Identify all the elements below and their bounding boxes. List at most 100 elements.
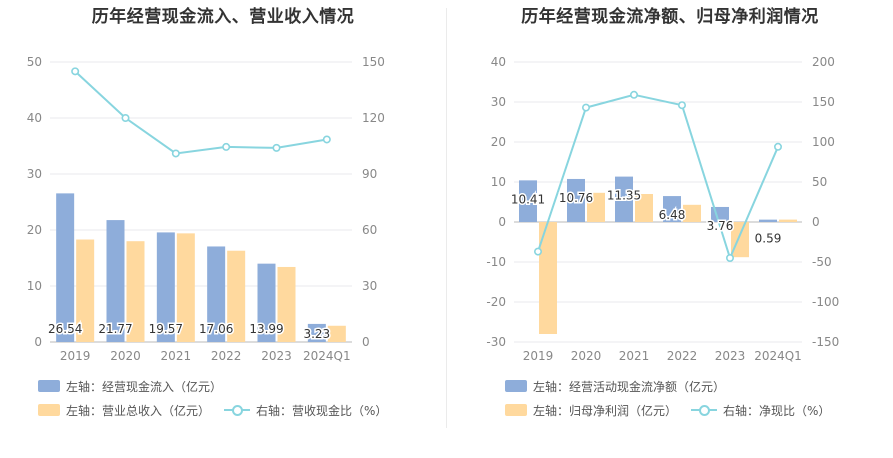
bar-orange [76, 239, 95, 342]
bar-orange [277, 266, 296, 342]
data-label: 13.99 [249, 322, 283, 336]
x-tick-label: 2022 [667, 349, 698, 363]
legend-swatch-orange [505, 404, 527, 416]
x-tick-label: 2022 [211, 349, 242, 363]
x-tick-label: 2020 [571, 349, 602, 363]
chart-title: 历年经营现金流入、营业收入情况 [91, 7, 355, 27]
y-left-tick-label: -10 [486, 255, 506, 269]
bar-blue [307, 323, 326, 342]
bar-orange [587, 192, 605, 222]
bar-blue [207, 246, 226, 342]
y-left-tick-label: 40 [27, 111, 42, 125]
x-tick-label: 2024Q1 [754, 349, 802, 363]
legend-label: 右轴：净现比（%） [723, 403, 831, 418]
line-point [272, 143, 281, 152]
bar-orange [683, 204, 701, 222]
y-left-tick-label: 50 [27, 55, 42, 69]
bar-blue [257, 263, 276, 342]
y-left-tick-label: 0 [34, 335, 42, 349]
x-tick-label: 2023 [261, 349, 292, 363]
bar-orange [126, 241, 145, 342]
legend-swatch-line [224, 404, 251, 416]
legend-swatch-blue [505, 380, 527, 392]
bar-blue [56, 193, 75, 342]
legend-row-2: 左轴：归母净利润（亿元） 右轴：净现比（%） [505, 400, 844, 420]
data-label: 10.76 [559, 191, 593, 205]
x-tick-label: 2019 [523, 349, 554, 363]
chart-svg-netcash-profit: -30-20-10010203040-150-100-5005010015020… [486, 55, 839, 363]
legend-row-1: 左轴：经营现金流入（亿元） [38, 376, 236, 396]
legend-swatch-orange [38, 404, 60, 416]
y-right-tick-label: 120 [362, 111, 385, 125]
data-label: 0.59 [755, 232, 782, 246]
legend-item-net-profit[interactable]: 左轴：归母净利润（亿元） [505, 402, 677, 419]
bar-orange [227, 250, 246, 342]
y-right-tick-label: 30 [362, 279, 377, 293]
data-label: 6.48 [659, 208, 686, 222]
legend-item-cash-inflow[interactable]: 左轴：经营现金流入（亿元） [38, 378, 222, 395]
legend-label: 左轴：经营现金流入（亿元） [66, 379, 223, 394]
line-point [582, 103, 591, 112]
bar-orange [779, 219, 797, 222]
legend-item-revenue[interactable]: 左轴：营业总收入（亿元） [38, 402, 210, 419]
y-left-tick-label: 20 [491, 135, 506, 149]
legend-label: 右轴：营收现金比（%） [256, 403, 388, 418]
legend-label: 左轴：营业总收入（亿元） [66, 403, 211, 418]
line-point [725, 254, 734, 263]
y-right-tick-label: 0 [812, 215, 820, 229]
bar-orange [327, 325, 346, 342]
line-point [678, 101, 687, 110]
bar-orange [635, 194, 653, 222]
legend-item-net-operating-cash[interactable]: 左轴：经营活动现金流净额（亿元） [505, 378, 725, 395]
chart-panel-netcash-profit: 历年经营现金流净额、归母净利润情况 -30 -20 -10 0 10 20 30 40 -150… [447, 0, 893, 458]
line-point [630, 90, 639, 99]
data-label: 11.35 [607, 189, 641, 203]
legend-item-net-cash-ratio[interactable]: 右轴：净现比（%） [691, 402, 830, 419]
y-left-tick-label: -30 [486, 335, 506, 349]
legend-label: 左轴：归母净利润（亿元） [533, 403, 678, 418]
y-right-tick-label: 100 [812, 135, 835, 149]
y-right-tick-label: 50 [812, 175, 827, 189]
bar-blue [519, 180, 537, 222]
y-left-tick-label: 20 [27, 223, 42, 237]
y-right-tick-label: -50 [812, 255, 832, 269]
bar-blue [663, 196, 681, 222]
legend-swatch-line [691, 404, 718, 416]
data-label: 19.57 [149, 322, 183, 336]
x-tick-label: 2019 [60, 349, 91, 363]
data-label: 3.23 [303, 327, 330, 341]
line-point [222, 142, 231, 151]
chart-svg-cashflow-revenue: 0 10 20 30 40 50 0 30 60 90 120 150 2019 2020 2021 2022… [27, 55, 385, 363]
data-label: 26.54 [48, 322, 82, 336]
chart-panel-cashflow-revenue: 历年经营现金流入、营业收入情况 0 10 20 30 40 50 0 30 60 90 120 150… [0, 0, 446, 458]
bar-orange [176, 233, 195, 342]
y-right-tick-label: 200 [812, 55, 835, 69]
panel-divider [446, 8, 447, 428]
series-line [74, 70, 327, 155]
legend-item-revenue-cash-ratio[interactable]: 右轴：营收现金比（%） [224, 402, 387, 419]
y-left-tick-label: 40 [491, 55, 506, 69]
y-left-tick-label: 10 [491, 175, 506, 189]
legend-row-1: 左轴：经营活动现金流净额（亿元） [505, 376, 739, 396]
legend-label: 左轴：经营活动现金流净额（亿元） [533, 379, 726, 394]
y-right-tick-label: 60 [362, 223, 377, 237]
line-point [171, 149, 180, 158]
bar-blue [106, 220, 125, 342]
data-label: 17.06 [199, 322, 233, 336]
line-point [773, 142, 782, 151]
bar-blue [615, 176, 633, 222]
y-left-tick-label: 0 [498, 215, 506, 229]
x-tick-label: 2020 [110, 349, 141, 363]
y-right-tick-label: 150 [362, 55, 385, 69]
y-left-tick-label: -20 [486, 295, 506, 309]
y-right-tick-label: 90 [362, 167, 377, 181]
line-point [534, 247, 543, 256]
line-point [71, 67, 80, 76]
data-label: 3.76 [707, 219, 734, 233]
line-point [121, 114, 130, 123]
y-right-tick-label: 0 [362, 335, 370, 349]
bar-blue [567, 178, 585, 222]
x-tick-label: 2021 [619, 349, 650, 363]
bar-blue [156, 232, 175, 342]
x-tick-label: 2024Q1 [303, 349, 351, 363]
